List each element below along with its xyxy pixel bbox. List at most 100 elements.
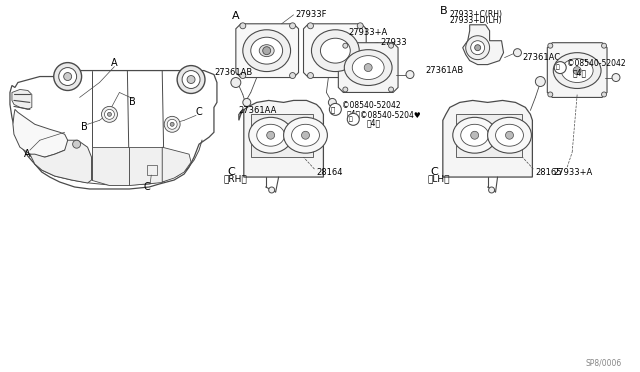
Circle shape <box>307 73 314 78</box>
Circle shape <box>612 74 620 81</box>
Circle shape <box>548 43 553 48</box>
Circle shape <box>343 43 348 48</box>
Circle shape <box>243 99 251 106</box>
Text: B: B <box>129 97 136 108</box>
Circle shape <box>240 23 246 29</box>
Circle shape <box>108 112 111 116</box>
Circle shape <box>267 131 275 139</box>
Polygon shape <box>30 140 92 183</box>
Ellipse shape <box>249 117 292 153</box>
Circle shape <box>470 41 484 55</box>
Text: ©08540-5204♥: ©08540-5204♥ <box>360 111 421 120</box>
Ellipse shape <box>452 117 497 153</box>
Circle shape <box>289 73 296 78</box>
Circle shape <box>573 67 581 74</box>
Ellipse shape <box>488 117 531 153</box>
Circle shape <box>182 71 200 89</box>
Polygon shape <box>239 100 323 177</box>
Circle shape <box>231 77 241 87</box>
Ellipse shape <box>561 59 593 83</box>
Text: 28165: 28165 <box>536 167 562 177</box>
Text: C: C <box>196 108 202 117</box>
Polygon shape <box>12 90 32 109</box>
Circle shape <box>475 45 481 51</box>
Circle shape <box>357 23 364 29</box>
Polygon shape <box>129 147 162 185</box>
Polygon shape <box>456 114 522 157</box>
Circle shape <box>301 131 310 139</box>
Text: 27933+A: 27933+A <box>349 28 388 37</box>
Text: （4）: （4） <box>366 119 380 128</box>
Text: C: C <box>430 167 438 177</box>
Polygon shape <box>547 43 607 97</box>
Circle shape <box>348 113 359 125</box>
Ellipse shape <box>257 124 285 146</box>
Text: B: B <box>81 122 88 132</box>
Polygon shape <box>443 100 532 177</box>
Circle shape <box>357 73 364 78</box>
Circle shape <box>548 92 553 97</box>
Text: （LH）: （LH） <box>428 174 451 183</box>
Circle shape <box>330 103 341 115</box>
Circle shape <box>554 62 566 74</box>
Polygon shape <box>162 147 191 182</box>
Ellipse shape <box>495 124 524 146</box>
Circle shape <box>602 92 607 97</box>
Circle shape <box>54 62 81 90</box>
Text: （4）: （4） <box>572 68 586 77</box>
Text: Ⓢ: Ⓢ <box>330 106 335 113</box>
Polygon shape <box>463 25 504 65</box>
Text: A: A <box>232 11 239 21</box>
Polygon shape <box>147 165 157 175</box>
Circle shape <box>64 73 72 80</box>
Circle shape <box>506 131 513 139</box>
Text: 27933: 27933 <box>380 38 407 47</box>
Circle shape <box>388 43 394 48</box>
Ellipse shape <box>352 56 384 80</box>
Text: 27933+C(RH): 27933+C(RH) <box>450 10 503 19</box>
Text: 27361AA: 27361AA <box>239 106 277 115</box>
Circle shape <box>59 68 77 86</box>
Text: C: C <box>227 167 235 177</box>
Text: 27933F: 27933F <box>296 10 327 19</box>
Text: ©08540-52042: ©08540-52042 <box>342 101 401 110</box>
Polygon shape <box>251 114 314 157</box>
Polygon shape <box>339 43 398 93</box>
Text: SP8/0006: SP8/0006 <box>586 359 622 368</box>
Circle shape <box>470 131 479 139</box>
Circle shape <box>167 119 177 129</box>
Polygon shape <box>13 109 68 157</box>
Circle shape <box>177 65 205 93</box>
Text: Ⓢ: Ⓢ <box>556 65 559 70</box>
Circle shape <box>240 73 246 78</box>
Text: 27933+D(LH): 27933+D(LH) <box>450 16 502 25</box>
Circle shape <box>343 87 348 92</box>
Text: 27933+A: 27933+A <box>554 167 593 177</box>
Text: Ⓢ: Ⓢ <box>348 116 352 122</box>
Text: ©08540-52042: ©08540-52042 <box>567 59 626 68</box>
Ellipse shape <box>292 124 319 146</box>
Text: 28164: 28164 <box>316 167 343 177</box>
Text: A: A <box>111 58 118 68</box>
Circle shape <box>466 36 490 60</box>
Circle shape <box>364 64 372 71</box>
Circle shape <box>269 187 275 193</box>
Ellipse shape <box>344 50 392 86</box>
Text: 27361AB: 27361AB <box>426 66 464 75</box>
Ellipse shape <box>321 38 350 63</box>
Circle shape <box>170 122 174 126</box>
Text: （RH）: （RH） <box>224 174 248 183</box>
Ellipse shape <box>284 117 328 153</box>
Text: （4）: （4） <box>346 110 360 119</box>
Circle shape <box>406 71 414 78</box>
Circle shape <box>513 49 522 57</box>
Circle shape <box>536 77 545 86</box>
Polygon shape <box>303 24 366 77</box>
Text: 27361AB: 27361AB <box>215 68 253 77</box>
Ellipse shape <box>243 30 291 71</box>
Circle shape <box>102 106 117 122</box>
Polygon shape <box>10 71 217 189</box>
Circle shape <box>73 140 81 148</box>
Ellipse shape <box>554 53 601 89</box>
Circle shape <box>104 109 115 119</box>
